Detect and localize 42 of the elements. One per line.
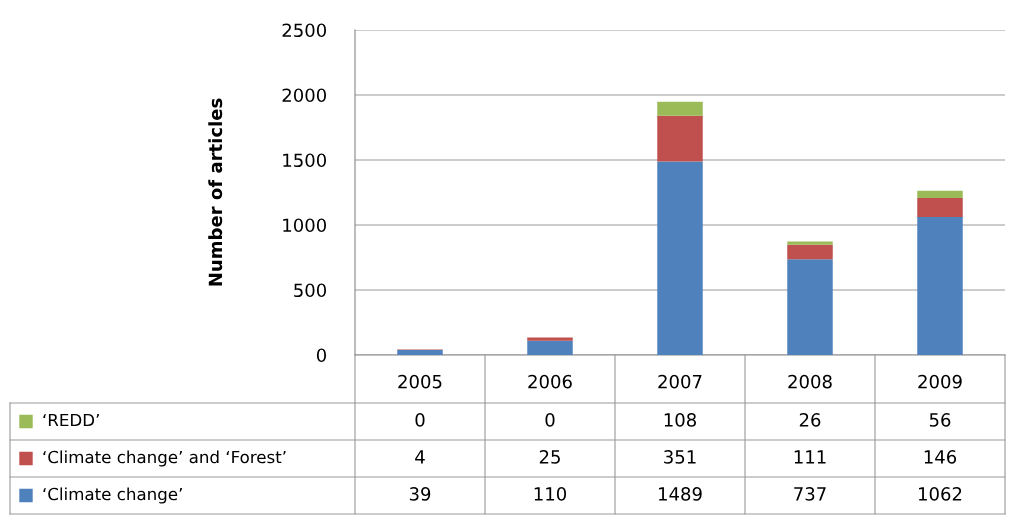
bar: [917, 216, 963, 355]
bar: [397, 349, 443, 355]
bar: [657, 115, 703, 162]
y-tick-label: 0: [316, 348, 327, 363]
x-tick-label: 2008: [788, 374, 832, 389]
data-label: 1489: [659, 487, 702, 501]
data-label: 108: [664, 413, 696, 427]
y-tick-label: 2500: [282, 23, 327, 38]
data-label: 351: [664, 450, 696, 464]
data-label: 25: [539, 450, 560, 464]
legend-label: ‘Climate change’: [43, 487, 182, 504]
bar: [787, 241, 833, 245]
bar: [527, 340, 573, 355]
y-tick-label: 2000: [282, 88, 327, 103]
data-label: 146: [924, 450, 957, 464]
data-label: 111: [794, 450, 826, 464]
x-tick-label: 2006: [528, 374, 572, 389]
x-tick-label: 2009: [918, 374, 962, 389]
y-tick-label: 1500: [283, 153, 327, 168]
bar: [657, 161, 703, 355]
bar: [787, 244, 833, 260]
data-label: 56: [929, 413, 951, 427]
bar: [657, 101, 703, 116]
data-label: 1062: [919, 487, 962, 501]
legend-label: ‘REDD’: [43, 413, 99, 427]
bar: [787, 259, 833, 355]
y-tick-label: 1000: [283, 218, 327, 233]
data-label: 26: [799, 413, 821, 427]
x-tick-label: 2005: [398, 374, 442, 389]
legend-label: ‘Climate change’ and ‘Forest’: [43, 450, 286, 467]
data-label: 737: [794, 487, 826, 501]
y-axis-title: Number of articles: [208, 98, 223, 286]
data-label: 0: [545, 413, 555, 427]
y-tick-label: 500: [294, 283, 327, 298]
bar: [917, 197, 963, 217]
bar: [527, 337, 573, 341]
bar: [917, 190, 963, 198]
data-label: 110: [534, 487, 567, 501]
data-label: 0: [415, 413, 425, 427]
x-tick-label: 2007: [658, 374, 702, 389]
data-label: 39: [409, 487, 431, 501]
data-label: 4: [415, 450, 425, 464]
